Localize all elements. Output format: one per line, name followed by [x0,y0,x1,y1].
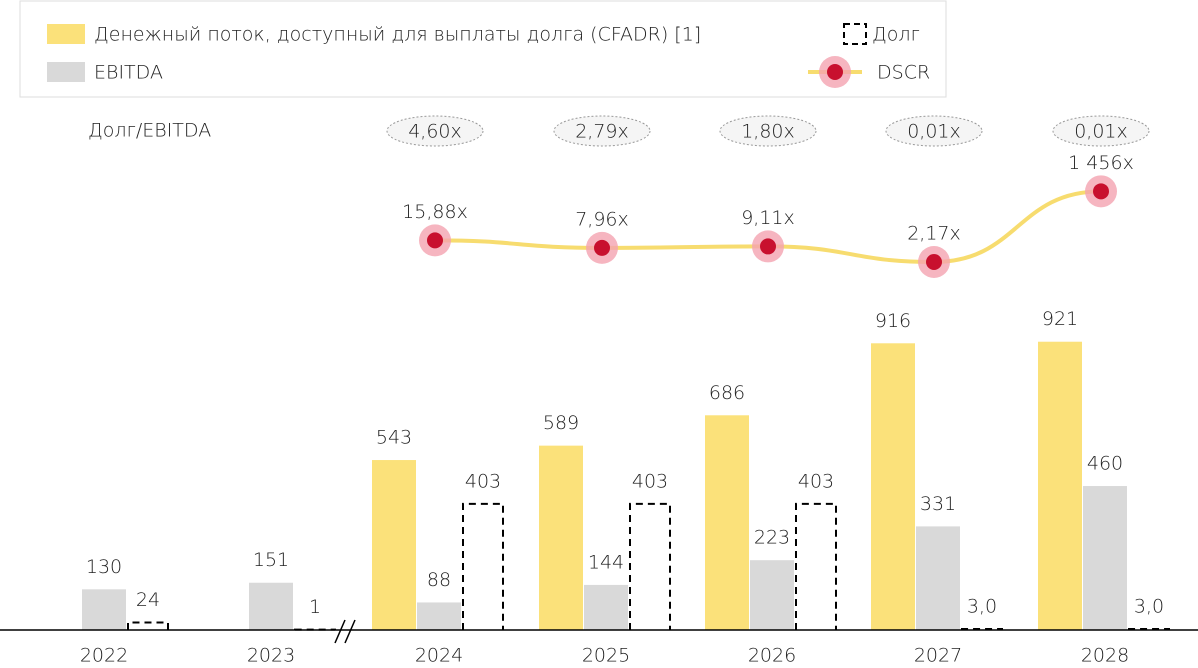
legend-label: DSCR [877,62,930,84]
data-label: 88 [427,569,451,591]
ratio-value: 0,01x [907,121,961,143]
bar [1083,486,1127,630]
legend-swatch [47,62,85,82]
ratio-badge [553,115,651,147]
x-tick-label: 2026 [748,645,796,667]
dscr-point [1093,183,1109,200]
ratio-badge [386,115,484,147]
dscr-label: 15,88x [402,201,468,223]
ratio-value: 1,80x [741,121,795,143]
x-tick-label: 2024 [415,645,463,667]
legend-label: Денежный поток, доступный для выплаты до… [94,24,701,46]
data-label: 24 [136,589,160,611]
x-tick-label: 2028 [1081,645,1129,667]
data-label: 403 [798,470,834,492]
debt-bar [795,502,837,630]
data-label: 223 [754,527,790,549]
legend-label: Долг [872,24,920,46]
ratio-label: Долг/EBITDA [88,120,211,142]
data-label: 1 [309,596,321,618]
data-label: 3,0 [1134,596,1164,618]
dscr-label: 9,11x [741,207,795,229]
x-tick-label: 2025 [582,645,630,667]
data-label: 144 [588,551,624,573]
debt-bar [127,621,169,630]
legend-swatch [47,24,85,44]
ratio-badge [719,115,817,147]
data-label: 130 [86,556,122,578]
bar [539,445,583,630]
debt-bar [462,502,504,630]
bar [871,343,915,630]
data-label: 3,0 [967,596,997,618]
ratio-value: 4,60x [408,121,462,143]
data-label: 460 [1087,453,1123,475]
data-label: 403 [465,470,501,492]
data-label: 686 [709,382,745,404]
data-label: 331 [920,493,956,515]
dscr-point [427,232,443,249]
x-tick-label: 2023 [247,645,295,667]
data-label: 151 [253,549,289,571]
bar [82,589,126,630]
dscr-label: 1 456x [1068,152,1134,174]
data-label: 589 [543,412,579,434]
bar [1038,341,1082,630]
legend-marker [827,64,843,80]
bar [249,582,293,630]
dscr-point [594,239,610,256]
ratio-badge [885,115,983,147]
x-tick-label: 2027 [914,645,962,667]
bar [916,526,960,630]
data-label: 543 [376,427,412,449]
ratio-value: 2,79x [575,121,629,143]
bar [750,560,794,630]
ratio-value: 0,01x [1074,121,1128,143]
dscr-label: 2,17x [907,222,961,244]
legend-swatch [843,23,867,45]
bar [417,602,461,630]
data-label: 403 [632,470,668,492]
bar [705,415,749,630]
dscr-point [926,253,942,270]
axis-break [334,619,356,644]
ratio-badge [1052,115,1150,147]
dscr-label: 7,96x [575,208,629,230]
legend-box [19,0,947,98]
debt-bar [629,502,671,630]
dscr-point [760,238,776,255]
data-label: 921 [1042,308,1078,330]
bar [372,460,416,630]
legend-label: EBITDA [94,62,163,84]
data-label: 916 [875,310,911,332]
bar [584,584,628,630]
x-tick-label: 2022 [80,645,128,667]
